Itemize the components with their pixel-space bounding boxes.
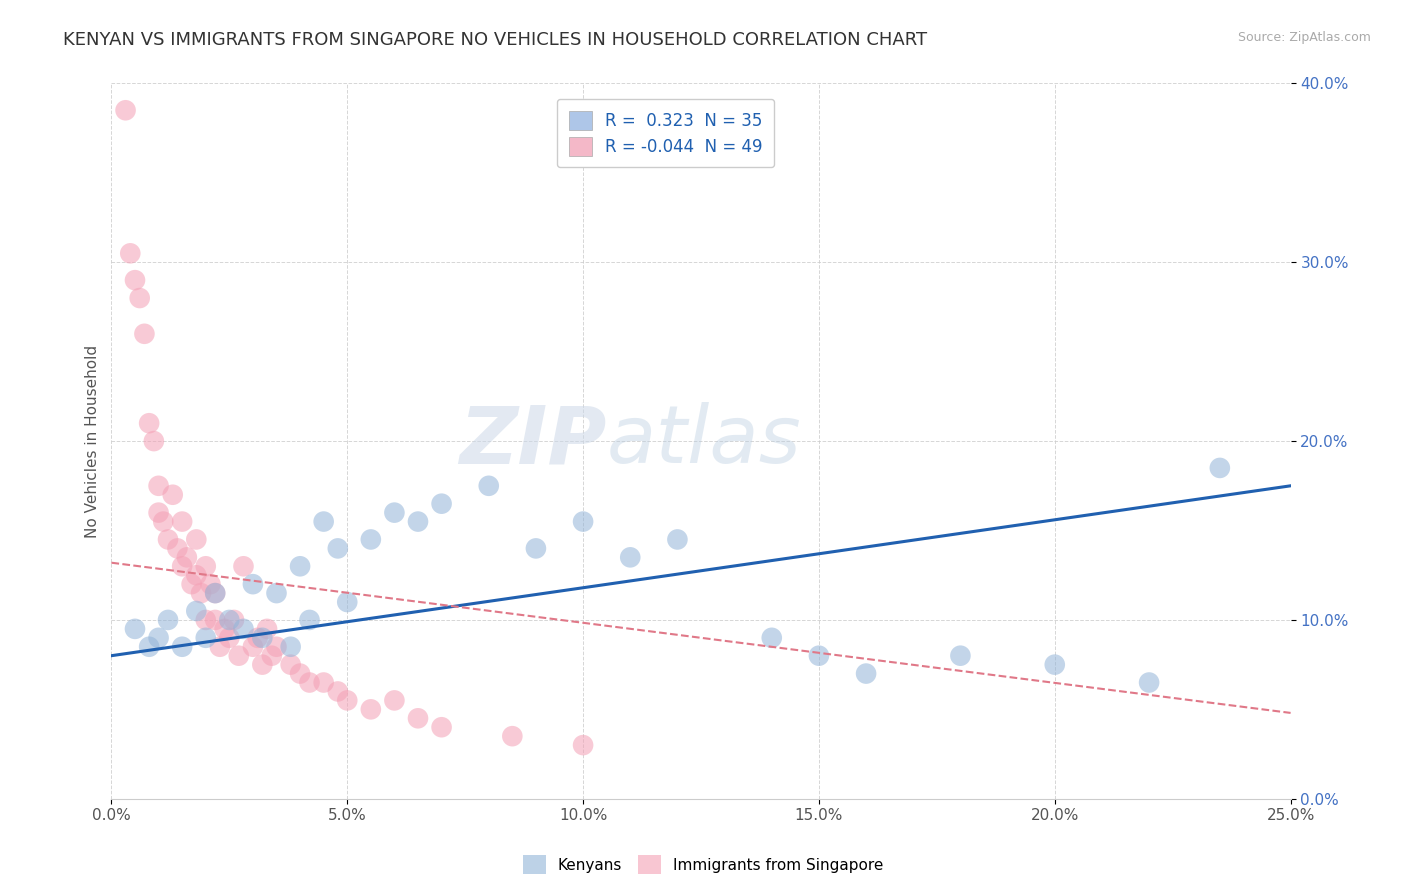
Point [280, 657, 302, 672]
Point [572, 738, 595, 752]
Point [166, 541, 188, 556]
Point [312, 515, 335, 529]
Point [336, 595, 359, 609]
Point [172, 559, 194, 574]
Point [204, 613, 226, 627]
Point [312, 675, 335, 690]
Point [430, 497, 453, 511]
Point [260, 648, 283, 663]
Point [326, 684, 349, 698]
Point [242, 577, 264, 591]
Point [1209, 461, 1232, 475]
Point [172, 640, 194, 654]
Point [152, 515, 174, 529]
Point [180, 577, 202, 591]
Point [172, 515, 194, 529]
Point [326, 541, 349, 556]
Y-axis label: No Vehicles in Household: No Vehicles in Household [86, 344, 100, 538]
Point [218, 613, 240, 627]
Point [176, 550, 198, 565]
Point [228, 648, 250, 663]
Point [666, 533, 689, 547]
Point [186, 604, 208, 618]
Point [232, 559, 254, 574]
Text: atlas: atlas [606, 402, 801, 480]
Point [246, 631, 269, 645]
Point [156, 533, 179, 547]
Point [949, 648, 972, 663]
Point [148, 506, 170, 520]
Legend: R =  0.323  N = 35, R = -0.044  N = 49: R = 0.323 N = 35, R = -0.044 N = 49 [557, 99, 775, 168]
Text: ZIP: ZIP [460, 402, 606, 480]
Point [761, 631, 783, 645]
Point [186, 568, 208, 582]
Point [200, 577, 222, 591]
Point [162, 488, 184, 502]
Point [120, 246, 142, 260]
Point [252, 657, 274, 672]
Point [501, 729, 523, 743]
Point [134, 326, 156, 341]
Point [256, 622, 278, 636]
Point [204, 586, 226, 600]
Point [242, 640, 264, 654]
Point [478, 479, 501, 493]
Point [252, 631, 274, 645]
Point [208, 640, 231, 654]
Point [114, 103, 136, 118]
Point [142, 434, 165, 449]
Point [855, 666, 877, 681]
Point [194, 631, 217, 645]
Point [336, 693, 359, 707]
Point [204, 586, 226, 600]
Point [384, 506, 406, 520]
Point [148, 631, 170, 645]
Point [807, 648, 830, 663]
Point [406, 711, 429, 725]
Point [406, 515, 429, 529]
Point [619, 550, 641, 565]
Legend: Kenyans, Immigrants from Singapore: Kenyans, Immigrants from Singapore [517, 849, 889, 880]
Point [384, 693, 406, 707]
Point [194, 559, 217, 574]
Point [280, 640, 302, 654]
Point [430, 720, 453, 734]
Point [194, 613, 217, 627]
Point [524, 541, 547, 556]
Point [138, 640, 160, 654]
Point [266, 640, 288, 654]
Point [288, 559, 311, 574]
Point [1043, 657, 1066, 672]
Point [298, 613, 321, 627]
Point [1137, 675, 1160, 690]
Text: KENYAN VS IMMIGRANTS FROM SINGAPORE NO VEHICLES IN HOUSEHOLD CORRELATION CHART: KENYAN VS IMMIGRANTS FROM SINGAPORE NO V… [63, 31, 928, 49]
Text: Source: ZipAtlas.com: Source: ZipAtlas.com [1237, 31, 1371, 45]
Point [156, 613, 179, 627]
Point [360, 702, 382, 716]
Point [124, 273, 146, 287]
Point [124, 622, 146, 636]
Point [266, 586, 288, 600]
Point [572, 515, 595, 529]
Point [298, 675, 321, 690]
Point [148, 479, 170, 493]
Point [360, 533, 382, 547]
Point [186, 533, 208, 547]
Point [138, 416, 160, 430]
Point [288, 666, 311, 681]
Point [128, 291, 150, 305]
Point [232, 622, 254, 636]
Point [222, 613, 245, 627]
Point [218, 631, 240, 645]
Point [190, 586, 212, 600]
Point [214, 622, 236, 636]
